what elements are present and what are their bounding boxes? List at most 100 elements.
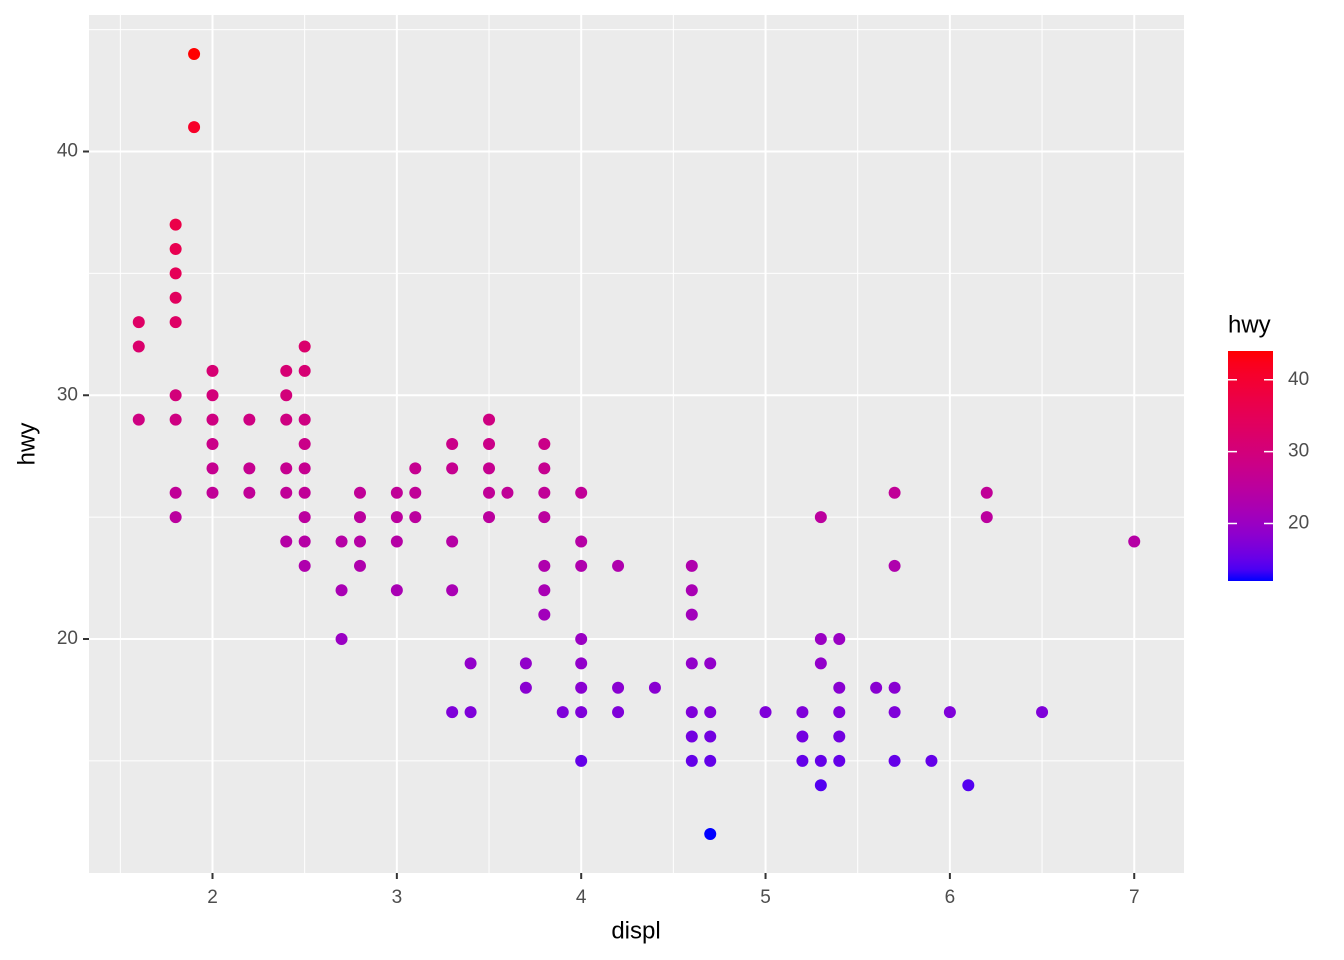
point	[206, 389, 219, 402]
point	[298, 511, 311, 524]
x-axis-title: displ	[611, 917, 660, 944]
point	[1128, 535, 1141, 548]
point	[335, 633, 348, 645]
point	[483, 438, 496, 450]
point	[446, 706, 459, 719]
point	[298, 486, 311, 499]
point	[870, 681, 883, 694]
point	[575, 681, 588, 694]
point	[796, 730, 809, 743]
point	[446, 535, 459, 548]
point	[132, 413, 145, 426]
point	[962, 779, 975, 792]
x-tick-label: 2	[207, 887, 218, 908]
point	[704, 828, 717, 840]
point	[888, 559, 901, 572]
point	[888, 706, 901, 719]
point	[575, 535, 588, 548]
point	[980, 486, 993, 499]
point	[243, 486, 256, 499]
point	[575, 754, 588, 767]
point	[169, 316, 182, 329]
y-tick-label: 40	[57, 141, 78, 162]
point	[464, 657, 477, 670]
point	[814, 511, 827, 524]
point	[759, 706, 772, 719]
point	[280, 486, 293, 499]
point	[169, 486, 182, 499]
point	[169, 511, 182, 524]
point	[796, 754, 809, 767]
point	[409, 462, 422, 475]
point	[169, 243, 182, 255]
point	[833, 681, 846, 694]
point	[206, 438, 219, 450]
point	[483, 486, 496, 499]
point	[575, 559, 588, 572]
point	[612, 706, 625, 719]
x-tick-label: 4	[576, 887, 587, 908]
point	[409, 486, 422, 499]
point	[538, 584, 551, 597]
point	[833, 754, 846, 767]
point	[169, 218, 182, 231]
point	[298, 413, 311, 426]
y-tick-label: 20	[57, 628, 78, 649]
legend-tick-label: 30	[1288, 441, 1309, 462]
point	[206, 413, 219, 426]
point	[280, 462, 293, 475]
point	[188, 48, 201, 60]
point	[833, 633, 846, 645]
point	[538, 486, 551, 499]
point	[169, 413, 182, 426]
point	[335, 535, 348, 548]
point	[685, 754, 698, 767]
point	[353, 559, 366, 572]
x-tick-label: 5	[760, 887, 771, 908]
point	[206, 364, 219, 377]
point	[943, 706, 956, 719]
legend-title: hwy	[1228, 311, 1271, 338]
point	[280, 389, 293, 402]
point	[206, 486, 219, 499]
point	[390, 486, 403, 499]
point	[353, 486, 366, 499]
point	[188, 121, 201, 134]
point	[685, 608, 698, 621]
point	[648, 681, 661, 694]
point	[298, 559, 311, 572]
point	[685, 584, 698, 597]
point	[538, 559, 551, 572]
point	[685, 657, 698, 670]
point	[483, 511, 496, 524]
point	[814, 779, 827, 792]
point	[704, 730, 717, 743]
point	[446, 584, 459, 597]
point	[704, 657, 717, 670]
point	[538, 438, 551, 450]
x-tick-label: 3	[392, 887, 403, 908]
point	[575, 486, 588, 499]
colorbar	[1228, 351, 1273, 581]
point	[390, 535, 403, 548]
point	[556, 706, 569, 719]
point	[980, 511, 993, 524]
point	[280, 413, 293, 426]
point	[298, 535, 311, 548]
point	[132, 316, 145, 329]
point	[243, 462, 256, 475]
point	[538, 608, 551, 621]
point	[483, 462, 496, 475]
point	[796, 706, 809, 719]
point	[1036, 706, 1049, 719]
point	[888, 486, 901, 499]
point	[446, 438, 459, 450]
point	[704, 754, 717, 767]
y-axis-title: hwy	[13, 423, 40, 466]
legend-tick-label: 20	[1288, 513, 1309, 534]
point	[169, 389, 182, 402]
point	[298, 340, 311, 353]
point	[390, 584, 403, 597]
point	[888, 681, 901, 694]
